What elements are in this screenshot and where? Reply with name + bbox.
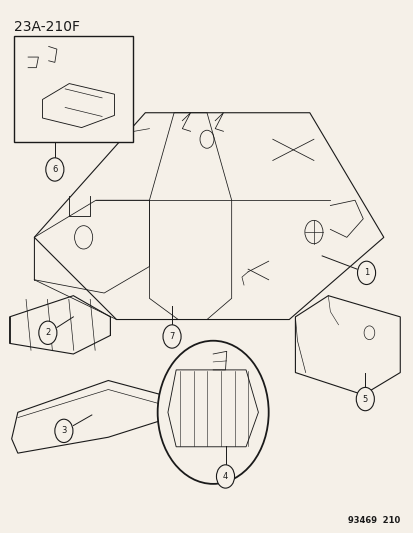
Circle shape <box>39 321 57 344</box>
Circle shape <box>157 341 268 484</box>
Text: 5: 5 <box>362 394 367 403</box>
Circle shape <box>55 419 73 442</box>
Circle shape <box>163 325 180 348</box>
Text: 3: 3 <box>61 426 66 435</box>
Text: 93469  210: 93469 210 <box>347 516 399 525</box>
Circle shape <box>356 387 373 411</box>
Bar <box>14 36 133 142</box>
Text: 6: 6 <box>52 165 57 174</box>
Text: 23A-210F: 23A-210F <box>14 20 80 34</box>
Text: 7: 7 <box>169 332 174 341</box>
Circle shape <box>357 261 375 285</box>
Text: 1: 1 <box>363 268 368 277</box>
Text: 2: 2 <box>45 328 50 337</box>
Text: 4: 4 <box>222 472 228 481</box>
Circle shape <box>216 465 234 488</box>
Circle shape <box>46 158 64 181</box>
